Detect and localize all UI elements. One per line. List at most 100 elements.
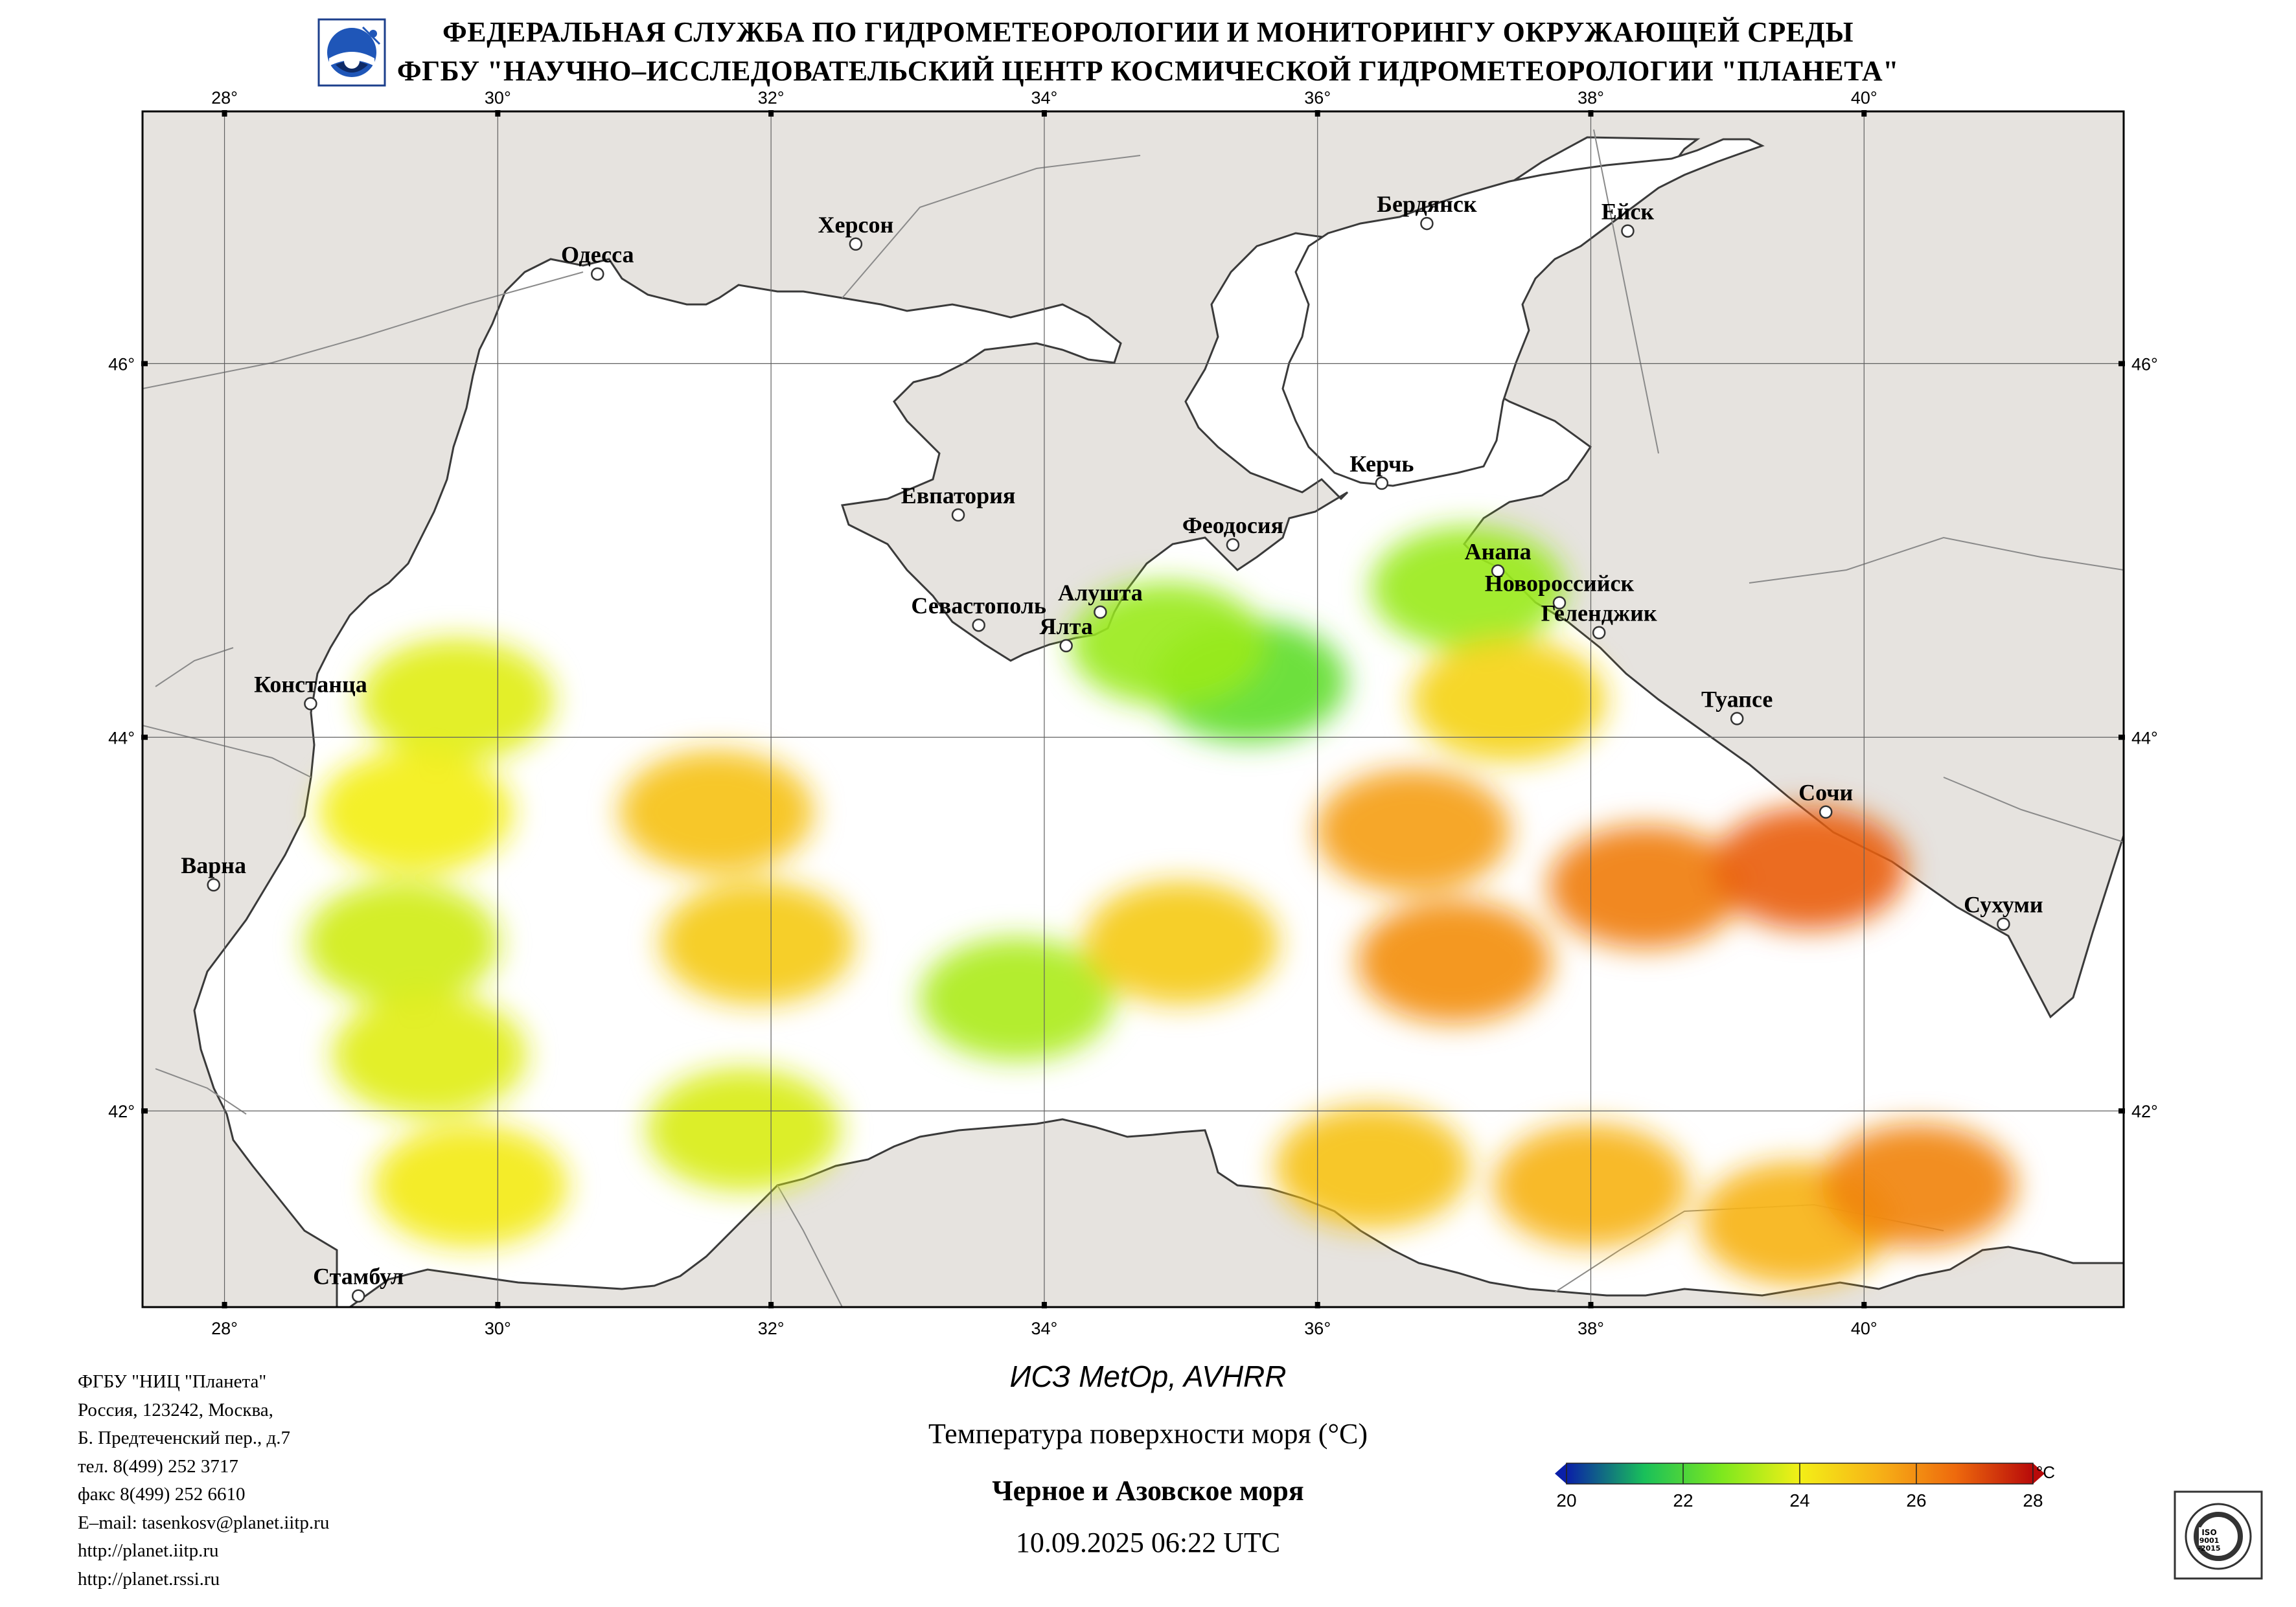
city-label: Новороссийск <box>1485 571 1635 597</box>
city-marker <box>849 237 863 251</box>
sst-layer <box>304 526 2016 1285</box>
city-label: Бердянск <box>1377 191 1477 217</box>
colorbar-tick-label: 22 <box>1673 1490 1693 1510</box>
frame-ticks <box>141 110 2125 1308</box>
contact-website-link-2[interactable]: http://planet.rssi.ru <box>78 1568 220 1590</box>
lon-tick-label: 32° <box>758 1319 785 1338</box>
city-marker <box>207 878 220 892</box>
colorbar-tick-label: 28 <box>2023 1490 2043 1510</box>
lon-tick-label: 34° <box>1031 88 1057 108</box>
lon-tick-label: 32° <box>758 88 785 108</box>
colorbar-min-arrow <box>1555 1463 1567 1484</box>
lon-tick-label: 36° <box>1304 88 1331 108</box>
colorbar-tick-label: 24 <box>1789 1490 1809 1510</box>
sst-patch <box>1548 825 1743 949</box>
lon-tick-label: 38° <box>1578 1319 1604 1338</box>
city-marker <box>1226 538 1240 552</box>
city-marker <box>1997 917 2010 931</box>
lon-tick-labels-top: 28° 30° 32° 34° 36° 38° 40° <box>211 88 1877 108</box>
sst-patch <box>1316 769 1511 893</box>
contact-line-0: ФГБУ "НИЦ "Планета" <box>78 1371 267 1392</box>
lon-tick-label: 28° <box>211 88 238 108</box>
lon-tick-label: 40° <box>1851 1319 1877 1338</box>
city-marker <box>1819 805 1833 819</box>
lat-tick-label: 44° <box>2131 728 2158 747</box>
parameter-title: Температура поверхности моря (°C) <box>928 1418 1368 1450</box>
city-label: Ейск <box>1601 199 1655 225</box>
sst-patch <box>1275 1105 1470 1229</box>
land-south <box>348 1118 2124 1307</box>
colorbar-tick-label: 26 <box>1906 1490 1926 1510</box>
city-marker <box>951 508 965 522</box>
region-title: Черное и Азовское моря <box>992 1475 1304 1507</box>
city-marker <box>1730 712 1744 725</box>
contact-line-3: тел. 8(499) 252 3717 <box>78 1455 238 1477</box>
sst-patch <box>332 993 527 1117</box>
contact-email-link[interactable]: E–mail: tasenkosv@planet.iitp.ru <box>78 1512 330 1533</box>
city-marker <box>1552 596 1567 610</box>
contact-line-1: Россия, 123242, Москва, <box>78 1399 273 1420</box>
svg-text:-2015: -2015 <box>2198 1544 2220 1553</box>
lon-tick-labels-bottom: 28° 30° 32° 34° 36° 38° 40° <box>211 1319 1877 1338</box>
lon-tick-label: 28° <box>211 1319 238 1338</box>
lat-tick-label: 46° <box>108 354 135 374</box>
city-label: Сухуми <box>1964 892 2043 918</box>
city-label: Ялта <box>1039 613 1092 639</box>
city-label: Феодосия <box>1182 512 1283 538</box>
sst-patch <box>1370 526 1565 650</box>
city-marker <box>1375 476 1389 490</box>
sst-patch <box>1083 881 1278 1005</box>
city-label: Севастополь <box>911 593 1046 619</box>
contact-info: ФГБУ "НИЦ "Планета" Россия, 123242, Моск… <box>78 1368 329 1593</box>
colorbar-legend: 20 22 24 26 28 °C <box>1555 1463 2055 1510</box>
iso-9001-2015-certificate-icon: ISO 9001 -2015 <box>2174 1490 2263 1580</box>
city-marker <box>591 267 604 281</box>
lon-tick-label: 36° <box>1304 1319 1331 1338</box>
lon-tick-label: 40° <box>1851 88 1877 108</box>
header-title-line2: ФГБУ "НАУЧНО–ИССЛЕДОВАТЕЛЬСКИЙ ЦЕНТР КОС… <box>396 55 1900 87</box>
city-marker <box>1592 626 1606 639</box>
country-borders <box>143 129 2124 1307</box>
contact-line-4: факс 8(499) 252 6610 <box>78 1484 246 1505</box>
city-label: Алушта <box>1058 580 1143 606</box>
lat-tick-label: 42° <box>2131 1102 2158 1121</box>
contact-line-2: Б. Предтеченский пер., д.7 <box>78 1428 291 1448</box>
sst-patch <box>1070 582 1265 706</box>
azov-sea <box>1281 138 1765 487</box>
colorbar-max-arrow <box>2033 1463 2045 1484</box>
sst-patch <box>318 750 513 874</box>
header-title-line1: ФЕДЕРАЛЬНАЯ СЛУЖБА ПО ГИДРОМЕТЕОРОЛОГИИ … <box>442 16 1854 48</box>
city-markers: Одесса Херсон Бердянск Ейск Керчь Евпатория Фе… <box>181 191 2043 1303</box>
sst-patch <box>1411 638 1606 762</box>
lon-tick-label: 38° <box>1578 88 1604 108</box>
graticule <box>143 111 2124 1307</box>
city-label: Одесса <box>561 242 634 268</box>
city-marker <box>1491 564 1505 578</box>
land-north <box>143 111 2124 1307</box>
lat-tick-label: 44° <box>108 728 135 747</box>
sst-patch <box>1821 1124 2016 1248</box>
city-label: Констанца <box>254 671 367 697</box>
sst-patch <box>1712 806 1907 930</box>
lat-tick-labels-left: 46° 44° 42° <box>108 354 135 1121</box>
colorbar-tick-label: 20 <box>1556 1490 1576 1510</box>
city-marker <box>1420 216 1434 231</box>
city-label: Херсон <box>818 212 894 238</box>
map-frame <box>141 110 2125 1308</box>
svg-text:9001: 9001 <box>2199 1536 2220 1545</box>
sst-patch <box>619 750 814 874</box>
sst-patch <box>1357 900 1552 1023</box>
lat-tick-label: 46° <box>2131 354 2158 374</box>
city-label: Геленджик <box>1541 600 1657 626</box>
contact-website-link-1[interactable]: http://planet.iitp.ru <box>78 1540 219 1561</box>
satellite-instrument: ИСЗ MetOp, AVHRR <box>1009 1360 1287 1393</box>
city-label: Стамбул <box>313 1264 404 1290</box>
city-marker <box>1059 639 1073 653</box>
lat-tick-labels-right: 46° 44° 42° <box>2131 354 2158 1121</box>
colorbar-unit: °C <box>2036 1463 2055 1482</box>
lat-tick-label: 42° <box>108 1102 135 1121</box>
svg-text:ISO: ISO <box>2201 1528 2216 1537</box>
sst-patch <box>360 638 555 762</box>
sst-patch <box>660 881 855 1005</box>
sst-patch <box>646 1067 841 1191</box>
